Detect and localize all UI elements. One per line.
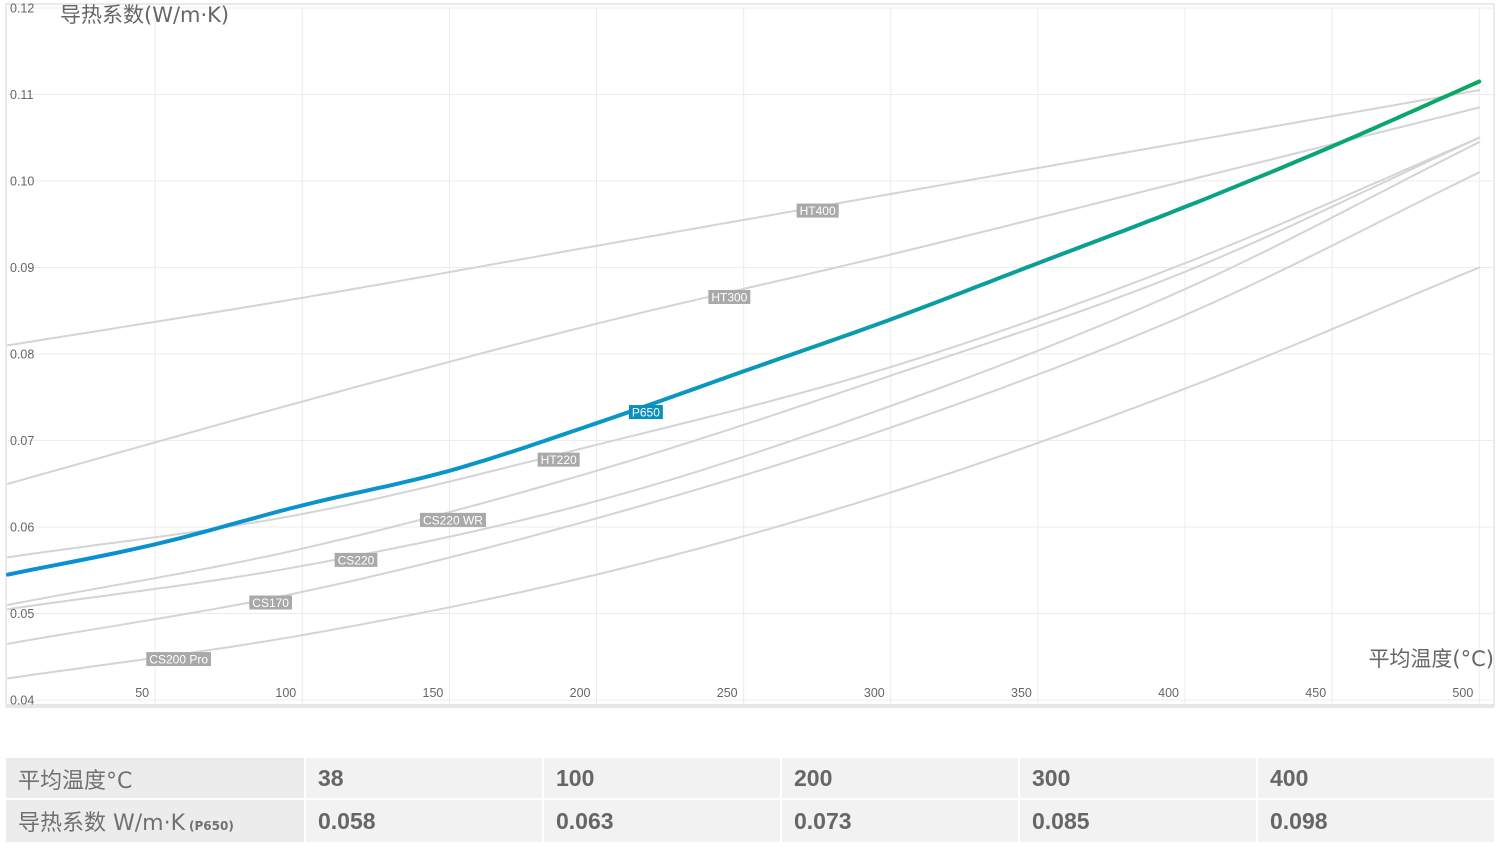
x-tick-label-4: 250 [717, 686, 738, 700]
temp-cell-1: 38 [304, 758, 542, 800]
series-label-text-cs170: CS170 [252, 596, 289, 610]
series-label-text-ht400: HT400 [800, 204, 836, 218]
data-table: 平均温度°C 38 100 200 300 400 导热系数 W/m·K (P65… [6, 758, 1494, 842]
row-label-product-tag: (P650) [189, 819, 234, 833]
temp-cell-2: 100 [542, 758, 780, 800]
y-axis-title: 导热系数(W/m·K) [60, 3, 229, 27]
value-cell-2: 0.063 [542, 800, 780, 842]
series-line-cs200-pro [7, 266, 1481, 680]
series-label-p650: P650 [628, 405, 663, 420]
y-tick-label-2: 0.06 [10, 521, 34, 535]
row-label-conductivity: 导热系数 W/m·K (P650) [6, 800, 304, 842]
x-axis-title: 平均温度(°C) [1368, 647, 1494, 671]
y-tick-label-3: 0.07 [10, 434, 34, 448]
series-label-bg-ht220 [537, 452, 580, 467]
tick-labels: 50 100 150 200 250 300 350 400 450 500 0.04 0.05 0.0… [10, 2, 1473, 708]
series-label-text-ht300: HT300 [711, 290, 747, 304]
series-label-text-cs220: CS220 [338, 553, 375, 567]
temp-cell-5: 400 [1256, 758, 1494, 800]
y-tick-label-5: 0.09 [10, 261, 34, 275]
series-label-ht300: HT300 [708, 289, 751, 304]
series-label-bg-cs170 [249, 595, 292, 610]
series-line-cs220-wr [7, 136, 1481, 606]
thermal-conductivity-chart: HT400 HT300 P650 HT220 CS220 WR CS220 CS170 CS2… [5, 2, 1495, 708]
y-tick-label-8: 0.12 [10, 2, 34, 16]
value-cell-1: 0.058 [304, 800, 542, 842]
series-label-cs170: CS170 [249, 595, 292, 610]
series-label-cs220-wr: CS220 WR [419, 512, 486, 527]
series-label-bg-cs200-pro [146, 652, 212, 667]
row-label-temperature: 平均温度°C [6, 758, 304, 800]
x-tick-label-5: 300 [864, 686, 885, 700]
grid-lines [8, 7, 1494, 704]
x-tick-label-2: 150 [423, 686, 444, 700]
temp-cell-3: 200 [780, 758, 1018, 800]
row-label-conductivity-text: 导热系数 W/m·K [18, 811, 186, 836]
value-cell-3: 0.073 [780, 800, 1018, 842]
series-labels: HT400 HT300 P650 HT220 CS220 WR CS220 CS170 CS2… [146, 203, 839, 667]
series-label-cs220: CS220 [334, 552, 378, 567]
x-tick-label-1: 100 [275, 686, 296, 700]
series-line-p650 [6, 79, 1482, 577]
series-label-ht220: HT220 [537, 452, 580, 467]
chart-area: HT400 HT300 P650 HT220 CS220 WR CS220 CS170 CS2… [5, 2, 1495, 708]
x-tick-label-0: 50 [135, 686, 149, 700]
series-label-cs200-pro: CS200 Pro [146, 652, 212, 667]
value-cell-4: 0.085 [1018, 800, 1256, 842]
x-tick-label-9: 500 [1452, 686, 1473, 700]
series-label-bg-ht300 [708, 289, 751, 304]
y-tick-label-0: 0.04 [10, 694, 34, 708]
y-tick-label-4: 0.08 [10, 348, 34, 362]
series-line-ht300 [7, 106, 1481, 485]
plot-frame [5, 3, 1495, 707]
series-label-text-p650: P650 [632, 406, 660, 420]
series-line-ht400 [7, 89, 1481, 347]
temp-cell-4: 300 [1018, 758, 1256, 800]
series-label-bg-p650 [628, 405, 663, 420]
x-tick-label-8: 450 [1305, 686, 1326, 700]
series-label-ht400: HT400 [796, 203, 839, 218]
y-tick-label-1: 0.05 [10, 607, 34, 621]
series-label-text-cs220-wr: CS220 WR [423, 513, 483, 527]
series-line-ht220 [7, 136, 1481, 559]
y-tick-label-6: 0.10 [10, 175, 34, 189]
series-label-text-ht220: HT220 [541, 453, 577, 467]
y-tick-label-7: 0.11 [10, 88, 33, 102]
series-label-bg-cs220 [334, 552, 378, 567]
x-tick-label-3: 200 [570, 686, 591, 700]
table-row-conductivity: 导热系数 W/m·K (P650) 0.058 0.063 0.073 0.085… [6, 800, 1494, 842]
table-row-temperature: 平均温度°C 38 100 200 300 400 [6, 758, 1494, 800]
x-tick-label-6: 350 [1011, 686, 1032, 700]
series-label-text-cs200-pro: CS200 Pro [149, 653, 208, 667]
series-line-cs220 [7, 141, 1481, 611]
series-label-bg-ht400 [796, 203, 839, 218]
x-tick-label-7: 400 [1158, 686, 1179, 700]
series-label-bg-cs220-wr [419, 512, 486, 527]
value-cell-5: 0.098 [1256, 800, 1494, 842]
